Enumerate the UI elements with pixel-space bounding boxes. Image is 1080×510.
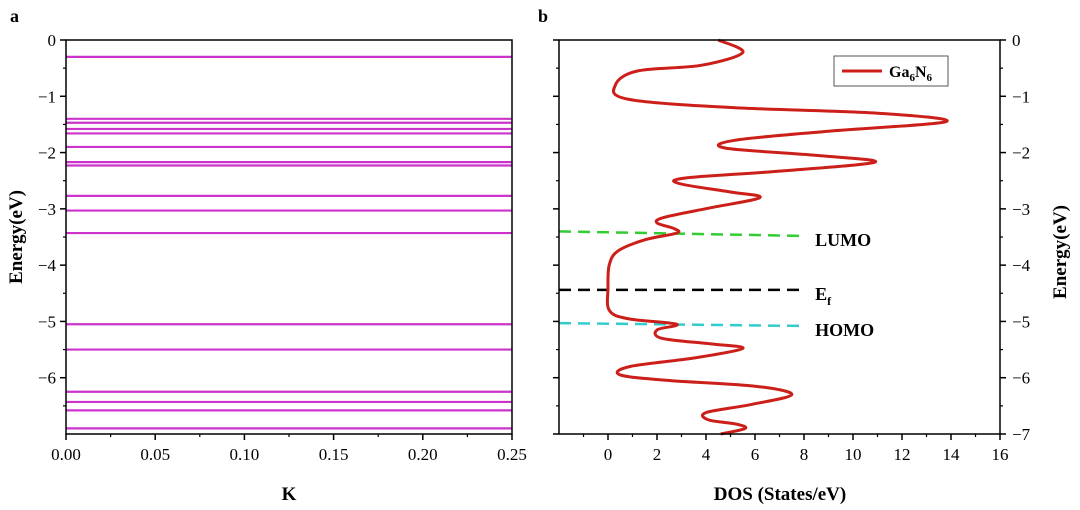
- x-tick-label: 16: [992, 445, 1009, 464]
- x-tick-label: 10: [845, 445, 862, 464]
- reference-line: [558, 230, 800, 238]
- panel-b-x-label: DOS (States/eV): [714, 484, 846, 505]
- x-tick-label: 0.05: [140, 445, 170, 464]
- y-tick-label: −5: [38, 312, 56, 331]
- x-tick-label: 14: [943, 445, 961, 464]
- y-tick-label: −2: [38, 144, 56, 163]
- y-tick-label: −3: [38, 200, 56, 219]
- panel-a-y-label: Energy(eV): [6, 190, 27, 284]
- reference-label: LUMO: [815, 230, 871, 250]
- x-tick-label: 0.25: [497, 445, 527, 464]
- y-tick-label: 0: [1012, 31, 1021, 50]
- x-tick-label: 0.10: [230, 445, 260, 464]
- y-tick-label: −6: [38, 369, 56, 388]
- y-tick-label: −5: [1012, 312, 1030, 331]
- legend: Ga6N6: [833, 55, 949, 87]
- panel-a-y-axis: 0 −1 −2 −3 −4 −5 −6: [38, 31, 66, 407]
- panel-b-y-label: Energy(eV): [1050, 205, 1071, 299]
- y-tick-label: 0: [48, 31, 57, 50]
- energy-levels: [66, 55, 512, 430]
- legend-entry: Ga6N6: [889, 64, 933, 84]
- panel-a-frame: [65, 39, 513, 435]
- y-tick-label: −1: [1012, 87, 1030, 106]
- panel-a-x-axis: 0.00 0.05 0.10 0.15 0.20 0.25: [51, 434, 527, 464]
- y-tick-label: −1: [38, 87, 56, 106]
- y-tick-label: −6: [1012, 369, 1030, 388]
- x-tick-label: 8: [800, 445, 809, 464]
- panel-a-x-label: K: [282, 484, 297, 505]
- x-tick-label: 2: [653, 445, 662, 464]
- x-tick-label: 0: [604, 445, 613, 464]
- x-tick-label: 6: [751, 445, 760, 464]
- x-tick-label: 12: [894, 445, 911, 464]
- panel-a: a 0.00 0.05 0.10 0.15 0.20 0.25 0 −1 −2 −3 −4 −5 −6…: [6, 6, 527, 505]
- dos-curve: [605, 38, 949, 436]
- reference-lines: LUMO Ef HOMO: [558, 230, 874, 340]
- y-tick-label: −7: [1012, 425, 1031, 444]
- panel-b-label: b: [538, 6, 548, 26]
- reference-line: [558, 321, 800, 328]
- panel-a-label: a: [10, 6, 19, 26]
- x-tick-label: 0.00: [51, 445, 81, 464]
- y-tick-label: −3: [1012, 200, 1030, 219]
- panel-b-y-axis: 0 −1 −2 −3 −4 −5 −6 −7: [553, 31, 1031, 444]
- x-tick-label: 0.20: [408, 445, 438, 464]
- x-tick-label: 0.15: [319, 445, 349, 464]
- y-tick-label: −4: [1012, 256, 1031, 275]
- x-tick-label: 4: [702, 445, 711, 464]
- reference-label: HOMO: [815, 320, 874, 340]
- y-tick-label: −4: [38, 256, 57, 275]
- panel-b-x-axis: 0 2 4 6 8 10 12 14 16: [582, 434, 1009, 464]
- panel-b: b LUMO Ef HOMO 0 2 4 6 8 10 12 14 16 0 −1 −2 −3 −4 −5 −6…: [538, 6, 1071, 505]
- y-tick-label: −2: [1012, 144, 1030, 163]
- reference-label: Ef: [815, 284, 832, 308]
